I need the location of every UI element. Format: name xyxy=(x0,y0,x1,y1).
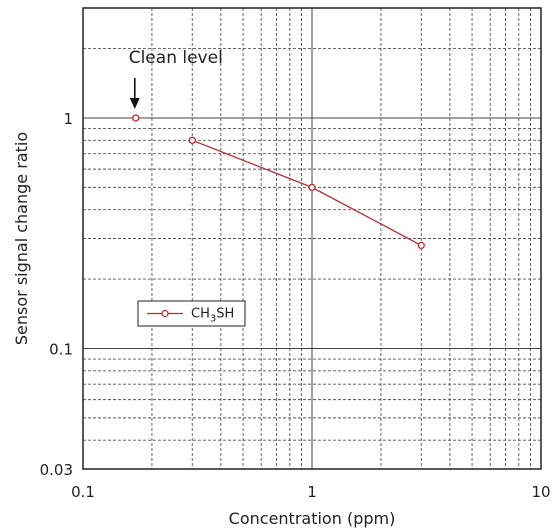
plot-frame xyxy=(82,7,542,470)
annotation-text: Clean level xyxy=(129,48,223,68)
y-axis-label: Sensor signal change ratio xyxy=(12,132,31,345)
legend-entry-tail: SH xyxy=(216,307,234,322)
clean-level-annotation: Clean level xyxy=(129,48,223,122)
legend-marker xyxy=(161,309,169,318)
annotation-point xyxy=(132,114,140,122)
data-point xyxy=(308,183,316,192)
x-tick-label: 10 xyxy=(531,483,550,501)
series-line-ch3sh xyxy=(192,139,422,246)
legend-entry-ch3sh: CH3SH xyxy=(191,307,234,325)
data-point xyxy=(417,241,425,250)
data-point xyxy=(188,136,196,144)
legend: CH3SH xyxy=(137,300,246,327)
legend-entry-main: CH xyxy=(191,307,210,322)
y-tick-label: 0.03 xyxy=(40,461,73,479)
tick-labels: 0.1 1 10 0.03 0.1 1 xyxy=(40,110,551,501)
annotation-arrow-head xyxy=(129,97,140,109)
y-tick-label: 0.1 xyxy=(49,340,73,358)
x-tick-label: 1 xyxy=(307,483,317,501)
x-axis-label: Concentration (ppm) xyxy=(229,509,396,528)
grid xyxy=(83,8,541,469)
y-tick-label: 1 xyxy=(63,110,73,128)
x-tick-label: 0.1 xyxy=(71,483,95,501)
legend-entry-subscript: 3 xyxy=(210,314,216,325)
series-layer xyxy=(188,136,425,250)
